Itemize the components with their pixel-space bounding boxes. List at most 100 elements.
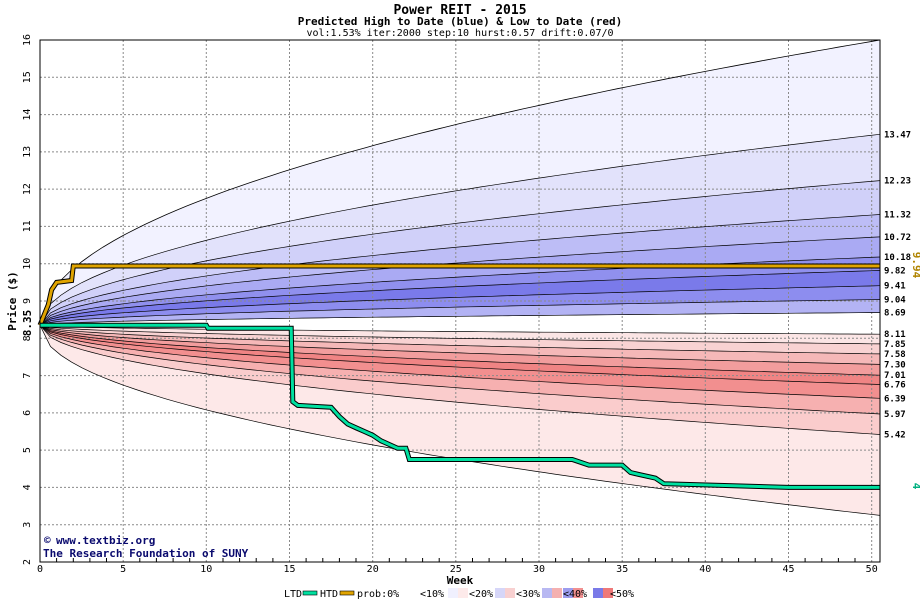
x-tick-label-5: 5 xyxy=(120,564,126,575)
y-tick-label-16: 16 xyxy=(22,34,33,46)
y-axis-label: Price ($) xyxy=(6,271,19,331)
y-tick-label-11: 11 xyxy=(22,220,33,232)
blue-band-4 xyxy=(40,214,880,326)
band-boundaries xyxy=(39,39,881,516)
ltd-line xyxy=(40,323,880,489)
blue-band-3 xyxy=(40,180,880,326)
legend-swatch-10-blue xyxy=(448,588,458,598)
right-label-1: 12.23 xyxy=(884,177,911,187)
legend-prob-label: prob:0% xyxy=(357,589,399,600)
high-boundary-6 xyxy=(39,256,881,326)
blue-band-5 xyxy=(40,236,880,326)
htd-current-label: 9.94 xyxy=(910,252,920,279)
legend-item-30: <30% xyxy=(516,589,540,600)
low-boundary-9 xyxy=(39,324,881,435)
blue-band-7 xyxy=(40,270,880,326)
x-tick-label-45: 45 xyxy=(782,564,794,575)
credit-copyright-icon: © xyxy=(44,534,51,547)
probability-bands xyxy=(40,40,880,516)
y-tick-label-2: 2 xyxy=(22,559,33,565)
legend-swatch-50-blue xyxy=(593,588,603,598)
chart-params: vol:1.53% iter:2000 step:10 hurst:0.57 d… xyxy=(306,28,613,39)
high-boundary-7 xyxy=(39,270,881,326)
x-tick-label-30: 30 xyxy=(533,564,545,575)
red-band-6 xyxy=(40,325,880,399)
legend-ltd-swatch xyxy=(302,590,318,596)
x-tick-label-15: 15 xyxy=(283,564,295,575)
high-boundary-5 xyxy=(39,236,881,326)
credit-org: The Research Foundation of SUNY xyxy=(43,547,249,560)
right-label-15: 6.39 xyxy=(884,394,906,404)
chart-title: Power REIT - 2015 xyxy=(393,3,526,18)
legend-swatch-50-red xyxy=(603,588,613,598)
y-tick-label-10: 10 xyxy=(22,258,33,270)
right-label-10: 7.85 xyxy=(884,340,906,350)
right-label-3: 10.72 xyxy=(884,233,911,243)
right-label-5: 9.82 xyxy=(884,266,906,276)
legend-htd-swatch xyxy=(339,590,355,596)
chart-subtitle: Predicted High to Date (blue) & Low to D… xyxy=(298,15,623,28)
red-band-4 xyxy=(40,325,880,376)
x-tick-label-10: 10 xyxy=(200,564,212,575)
x-tick-label-50: 50 xyxy=(866,564,878,575)
right-label-16: 5.97 xyxy=(884,410,906,420)
low-boundary-5 xyxy=(39,324,881,376)
legend-swatch-20-blue xyxy=(495,588,505,598)
right-label-2: 11.32 xyxy=(884,211,911,221)
right-label-12: 7.30 xyxy=(884,360,906,370)
right-label-17: 5.42 xyxy=(884,431,906,441)
axes: 0 5 10 15 20 25 30 35 40 45 5023456789101112131415… xyxy=(22,34,881,575)
legend-item-50: <50% xyxy=(610,589,634,600)
legend-swatch-30-red xyxy=(552,588,562,598)
credit-url: www.textbiz.org xyxy=(56,534,155,547)
high-boundary-4 xyxy=(39,214,881,326)
legend-swatch-40-red xyxy=(573,588,583,598)
x-tick-label-40: 40 xyxy=(699,564,711,575)
low-boundary-2 xyxy=(39,324,881,345)
x-tick-label-0: 0 xyxy=(37,564,43,575)
low-boundary-8 xyxy=(39,324,881,415)
x-tick-label-35: 35 xyxy=(616,564,628,575)
legend-prob-swatch xyxy=(399,588,419,598)
right-label-4: 10.18 xyxy=(884,253,911,263)
high-boundary-10 xyxy=(39,312,880,326)
legend-ltd-label: LTD xyxy=(284,589,302,600)
right-label-8: 8.69 xyxy=(884,309,906,319)
y-tick-label-9: 9 xyxy=(22,298,33,304)
high-boundary-2 xyxy=(39,133,881,326)
high-boundary-8 xyxy=(39,285,881,326)
right-labels: 13.47 12.23 11.32 10.72 10.18 9.82 9.41 9.04 8.6… xyxy=(884,130,911,440)
blue-band-8 xyxy=(40,285,880,326)
start-price-label: 8.35 xyxy=(21,310,34,337)
legend-swatch-10-red xyxy=(458,588,468,598)
y-tick-label-13: 13 xyxy=(22,146,33,158)
y-tick-label-4: 4 xyxy=(22,484,33,490)
plot-frame xyxy=(39,39,881,563)
y-tick-label-14: 14 xyxy=(22,109,33,121)
legend-swatch-40-blue xyxy=(563,588,573,598)
legend-swatch-30-blue xyxy=(542,588,552,598)
red-band-2 xyxy=(40,325,880,354)
series xyxy=(37,263,880,490)
red-band-3 xyxy=(40,325,880,365)
y-tick-label-8: 8 xyxy=(22,335,33,341)
legend-swatch-20-red xyxy=(505,588,515,598)
y-tick-label-6: 6 xyxy=(22,410,33,416)
x-tick-label-20: 20 xyxy=(367,564,379,575)
low-boundary-3 xyxy=(39,324,881,355)
y-tick-label-5: 5 xyxy=(22,447,33,453)
legend: LTD HTD prob:0% <10% <20% <30% <40% <50% xyxy=(284,588,634,600)
legend-htd-label: HTD xyxy=(320,589,338,600)
red-band-7 xyxy=(40,325,880,414)
ltd-current-label: 4 xyxy=(910,483,920,490)
blue-band-2 xyxy=(40,134,880,326)
x-axis-label: Week xyxy=(447,574,474,587)
legend-item-40: <40% xyxy=(563,589,587,600)
x-tick-label-25: 25 xyxy=(450,564,462,575)
low-boundary-7 xyxy=(39,324,881,399)
right-label-14: 6.76 xyxy=(884,381,906,391)
red-band-8 xyxy=(40,325,880,435)
right-label-9: 8.11 xyxy=(884,330,906,340)
